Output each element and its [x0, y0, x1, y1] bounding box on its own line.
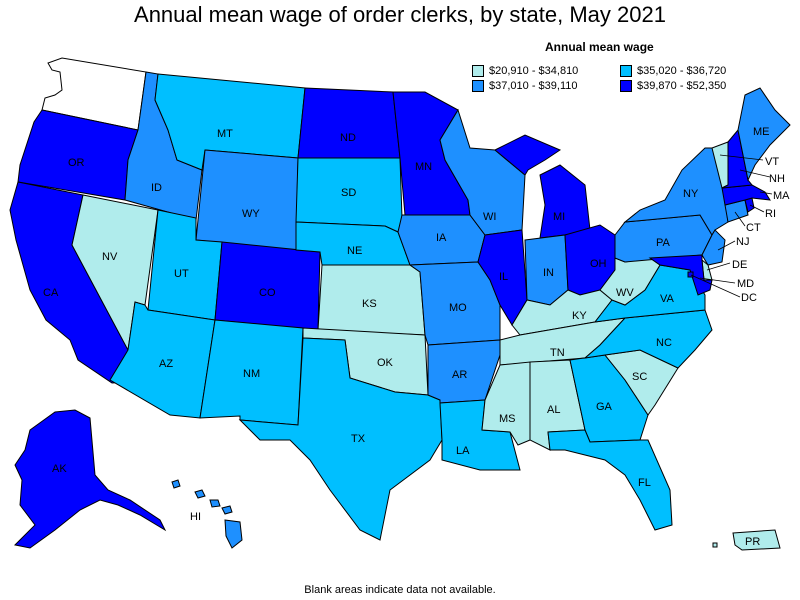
- leader-nh: [739, 169, 771, 178]
- label-ks: KS: [362, 298, 377, 310]
- label-fl: FL: [638, 477, 651, 489]
- label-al: AL: [547, 404, 560, 416]
- label-ga: GA: [596, 401, 613, 413]
- label-ut: UT: [174, 268, 189, 280]
- leader-vt: [719, 154, 764, 161]
- label-va: VA: [660, 293, 675, 305]
- label-ky: KY: [572, 310, 587, 322]
- legend-item-bin-4: $39,870 - $52,350: [620, 80, 726, 92]
- label-nv: NV: [102, 251, 118, 263]
- label-mo: MO: [449, 302, 467, 314]
- leader-dc: [690, 274, 741, 298]
- state-wy[interactable]: [195, 149, 299, 251]
- label-pa: PA: [656, 237, 671, 249]
- state-hi[interactable]: [171, 479, 243, 549]
- legend-swatch: [472, 65, 484, 77]
- label-dc: DC: [741, 292, 757, 304]
- label-az: AZ: [159, 358, 173, 370]
- leader-ri: [749, 204, 765, 213]
- label-wv: WV: [616, 287, 634, 299]
- label-ca: CA: [43, 287, 59, 299]
- label-vt: VT: [765, 156, 779, 168]
- label-me: ME: [753, 126, 770, 138]
- label-nh: NH: [769, 173, 785, 185]
- label-ok: OK: [377, 357, 394, 369]
- state-wa[interactable]: [41, 57, 147, 131]
- label-md: MD: [737, 278, 754, 290]
- label-id: ID: [151, 182, 162, 194]
- label-ny: NY: [683, 188, 699, 200]
- state-nd[interactable]: [297, 87, 401, 159]
- label-ia: IA: [436, 232, 447, 244]
- state-ak[interactable]: [13, 409, 167, 549]
- label-nd: ND: [340, 132, 356, 144]
- label-co: CO: [259, 287, 276, 299]
- label-ri: RI: [765, 208, 776, 220]
- label-mt: MT: [217, 128, 233, 140]
- legend-label: $37,010 - $39,110: [489, 80, 578, 92]
- label-ma: MA: [773, 190, 790, 202]
- legend-label: $35,020 - $36,720: [637, 65, 727, 77]
- state-ma[interactable]: [721, 184, 771, 206]
- label-pr: PR: [745, 536, 760, 548]
- label-nc: NC: [656, 337, 672, 349]
- leader-md: [699, 277, 736, 284]
- legend-swatch: [472, 80, 484, 92]
- label-ar: AR: [452, 369, 467, 381]
- state-md[interactable]: [648, 254, 713, 296]
- label-il: IL: [499, 271, 508, 283]
- label-mi: MI: [553, 211, 565, 223]
- state-nc[interactable]: [583, 309, 713, 369]
- label-nj: NJ: [736, 236, 749, 248]
- label-ak: AK: [52, 463, 67, 475]
- footnote: Blank areas indicate data not available.: [304, 584, 496, 596]
- label-ne: NE: [347, 245, 362, 257]
- legend-label: $39,870 - $52,350: [637, 80, 727, 92]
- leader-ct: [734, 211, 746, 227]
- legend-item-bin-2: $35,020 - $36,720: [620, 65, 726, 77]
- label-sd: SD: [341, 187, 356, 199]
- map-title: Annual mean wage of order clerks, by sta…: [134, 2, 666, 27]
- label-mn: MN: [415, 161, 432, 173]
- state-tx[interactable]: [238, 337, 443, 541]
- legend-swatch: [620, 65, 632, 77]
- state-co[interactable]: [214, 241, 321, 331]
- label-wy: WY: [242, 208, 260, 220]
- label-la: LA: [456, 445, 470, 457]
- state-fl[interactable]: [547, 429, 673, 531]
- state-dc[interactable]: [687, 271, 694, 278]
- state-il[interactable]: [477, 229, 528, 326]
- label-hi: HI: [190, 511, 201, 523]
- label-wi: WI: [483, 211, 496, 223]
- legend-label: $20,910 - $34,810: [489, 65, 579, 77]
- label-sc: SC: [632, 371, 647, 383]
- legend-swatch: [620, 80, 632, 92]
- label-ct: CT: [746, 222, 761, 234]
- label-in: IN: [543, 267, 554, 279]
- label-de: DE: [732, 259, 747, 271]
- state-me[interactable]: [737, 87, 791, 182]
- label-nm: NM: [243, 368, 260, 380]
- label-ms: MS: [499, 413, 516, 425]
- leader-de: [706, 262, 731, 271]
- leader-ma: [759, 191, 773, 195]
- label-tn: TN: [550, 347, 565, 359]
- leader-nj: [717, 240, 736, 251]
- label-oh: OH: [590, 258, 607, 270]
- legend-item-bin-3: $37,010 - $39,110: [472, 80, 577, 92]
- pr-islet: [712, 542, 718, 548]
- state-pr[interactable]: [732, 529, 781, 551]
- label-tx: TX: [351, 433, 366, 445]
- legend-item-bin-1: $20,910 - $34,810: [472, 65, 578, 77]
- legend-title: Annual mean wage: [545, 40, 654, 54]
- label-or: OR: [68, 157, 85, 169]
